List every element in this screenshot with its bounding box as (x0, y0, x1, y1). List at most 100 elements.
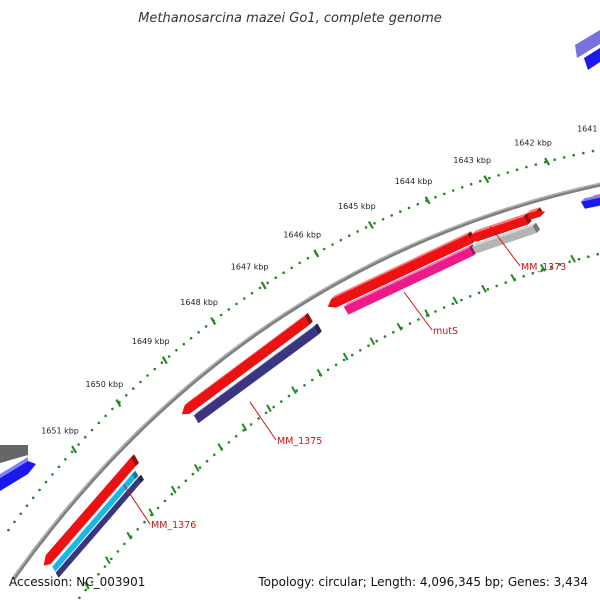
outer-dot (132, 387, 135, 390)
inner-dot (350, 353, 354, 357)
inner-dot (504, 281, 508, 284)
major-tick (115, 399, 122, 408)
inner-dot (191, 472, 195, 476)
scale-label: 1648 kbp (180, 298, 218, 307)
track-purple-mm-1375 (193, 323, 322, 424)
outer-dot (572, 153, 575, 157)
minor-tick (217, 443, 224, 452)
outer-dot (7, 528, 10, 532)
inner-dot (198, 466, 202, 469)
gene-label: MM_1376 (151, 520, 196, 531)
outer-dot (13, 520, 16, 524)
inner-dot (326, 368, 330, 372)
outer-dot (506, 171, 510, 174)
inner-dot (383, 335, 387, 338)
scale-labels: 1641 kbp 1642 kbp 1643 kbp 1644 kbp 1645 kbp… (41, 125, 600, 436)
outer-dot (525, 165, 528, 169)
outer-dot (290, 266, 294, 270)
outer-dot (373, 222, 376, 225)
inner-dot (549, 266, 553, 269)
callout-line (489, 225, 521, 267)
outer-dot (104, 414, 107, 418)
gene-label: MM_1373 (521, 262, 566, 273)
outer-dot (19, 512, 23, 516)
outer-dot (443, 192, 446, 196)
outer-dot (111, 407, 114, 411)
minor-tick (316, 368, 323, 377)
minor-tick (126, 531, 133, 540)
scale-label: 1643 kbp (453, 156, 491, 165)
minor-tick (540, 263, 546, 272)
major-tick (260, 281, 267, 290)
outer-dot (70, 450, 74, 454)
scale-label: 1642 kbp (514, 139, 552, 148)
minor-tick (369, 337, 376, 346)
inner-dot (205, 459, 209, 463)
outer-dot (64, 458, 67, 461)
outer-dot (582, 151, 585, 155)
outer-dot (44, 480, 48, 484)
inner-dot (90, 580, 94, 584)
scale-label: 1641 kbp (577, 125, 600, 134)
cds-bar-small (526, 207, 546, 220)
outer-dot (460, 186, 464, 189)
minor-tick (342, 352, 349, 361)
outer-dot (553, 158, 556, 161)
major-tick (313, 249, 320, 258)
inner-dot (495, 284, 499, 288)
outer-dot (38, 488, 41, 492)
major-tick (71, 445, 78, 454)
inner-dot (163, 499, 167, 503)
inner-dot (303, 384, 306, 387)
outer-dot (219, 313, 223, 317)
cds-bar-blue-left (580, 194, 600, 209)
scale-label: 1645 kbp (338, 202, 376, 211)
outer-dot (488, 176, 491, 180)
inner-dot (375, 339, 379, 343)
inner-dot (84, 588, 87, 592)
inner-dot (392, 330, 395, 334)
inner-dot (559, 263, 562, 266)
inner-dot (311, 378, 314, 382)
outer-dot (364, 226, 368, 229)
minor-tick (193, 463, 200, 472)
minor-tick (104, 556, 111, 565)
outer-dot (562, 156, 566, 159)
major-tick (161, 356, 168, 365)
minor-tick (396, 322, 403, 331)
outer-dot (243, 297, 246, 300)
outer-dot (97, 421, 101, 425)
track-grey-mm-1373 (471, 222, 541, 254)
genome-backbone (11, 182, 600, 581)
inner-dot (531, 271, 535, 275)
cds-bar-mm-1376 (43, 454, 139, 566)
track-pink-muts (343, 244, 477, 315)
major-tick (367, 221, 374, 230)
outer-dot (250, 291, 254, 295)
inner-dot (540, 268, 544, 272)
outer-dot (182, 342, 186, 346)
outer-dot (167, 355, 171, 358)
right-edge-features (575, 30, 600, 70)
scale-label: 1649 kbp (132, 337, 170, 346)
feature-tracks (0, 30, 600, 578)
outer-dot (347, 234, 351, 238)
minor-tick (570, 254, 576, 263)
minor-tick (148, 508, 155, 517)
inner-dot (116, 550, 120, 553)
outer-dot (84, 435, 87, 439)
track-cyan-mm-1376 (52, 470, 139, 572)
inner-dot (136, 528, 139, 531)
outer-dot (77, 443, 80, 446)
outer-dot (175, 349, 178, 352)
inner-dot (123, 542, 126, 546)
inner-dot (280, 400, 283, 403)
inner-dot (596, 252, 599, 256)
inner-dot (417, 318, 420, 321)
inner-dot (110, 557, 113, 561)
inner-dot (103, 565, 107, 568)
inner-dot (264, 411, 268, 415)
gene-label: mutS (433, 326, 458, 337)
inner-dot (587, 255, 590, 258)
outer-dot (274, 276, 278, 280)
